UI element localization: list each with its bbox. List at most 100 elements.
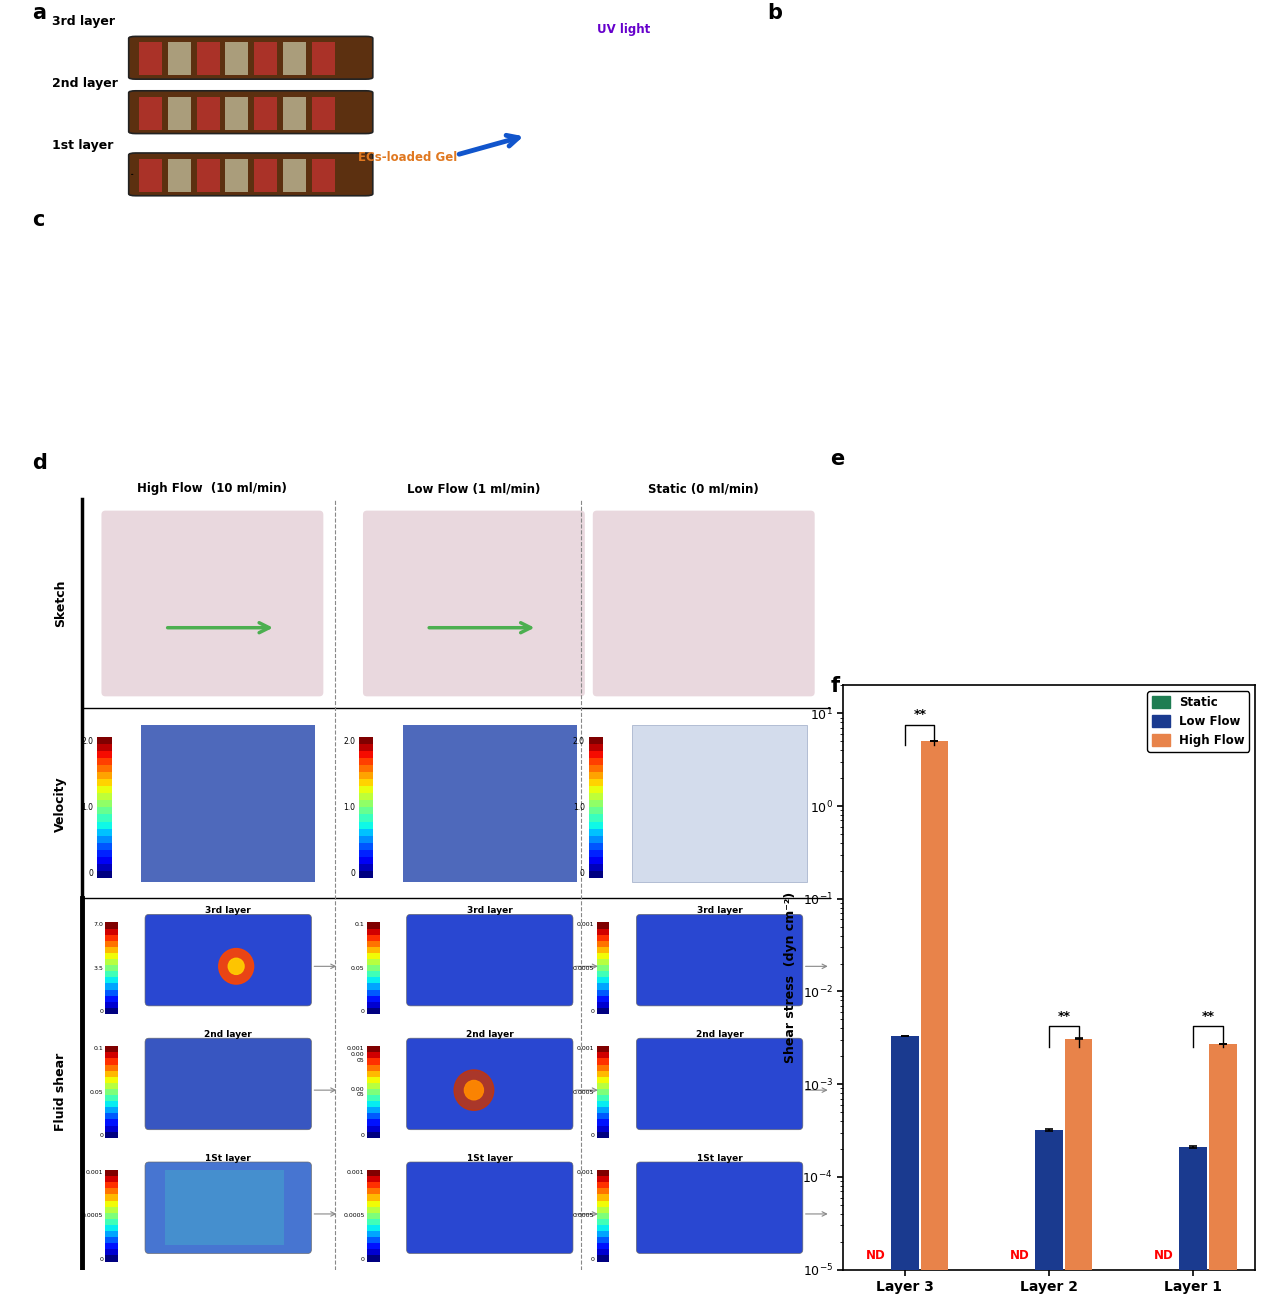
Bar (105, 1083, 118, 1088)
Bar (359, 737, 373, 743)
Bar (597, 972, 610, 977)
Text: 2.0: 2.0 (573, 737, 585, 746)
Text: 0: 0 (579, 869, 585, 878)
Bar (921, 742, 948, 1313)
Bar (105, 940, 118, 947)
Bar (366, 958, 379, 965)
Bar (359, 758, 373, 765)
Bar (366, 1225, 379, 1232)
Text: **: ** (913, 708, 927, 721)
Text: 0.001: 0.001 (577, 1170, 595, 1175)
Bar (597, 1095, 610, 1102)
Text: 3rd layer: 3rd layer (467, 906, 512, 915)
Bar (597, 1218, 610, 1225)
Bar (588, 751, 604, 758)
Text: 7.0: 7.0 (93, 923, 103, 927)
Bar (359, 835, 373, 843)
Bar (366, 940, 379, 947)
Bar (366, 1170, 379, 1176)
Bar (105, 928, 118, 935)
Bar (105, 1176, 118, 1182)
Bar (597, 990, 610, 995)
Bar (312, 159, 335, 192)
Bar (366, 1102, 379, 1107)
Bar (366, 1182, 379, 1188)
Bar (312, 42, 335, 75)
Bar (165, 1170, 284, 1246)
Bar (141, 725, 316, 882)
Bar (359, 814, 373, 822)
Bar (312, 97, 335, 130)
Bar (588, 772, 604, 779)
Bar (366, 1200, 379, 1207)
Bar (366, 965, 379, 972)
Bar (98, 814, 112, 822)
Bar (366, 1188, 379, 1195)
Text: 0.001: 0.001 (577, 923, 595, 927)
Bar (98, 765, 112, 772)
Bar (105, 1102, 118, 1107)
Bar (283, 97, 306, 130)
Bar (105, 1046, 118, 1052)
Bar (366, 1250, 379, 1255)
Bar (167, 159, 191, 192)
Bar (597, 995, 610, 1002)
Bar (359, 765, 373, 772)
Bar (254, 42, 278, 75)
Bar (98, 835, 112, 843)
FancyBboxPatch shape (592, 511, 815, 696)
FancyBboxPatch shape (145, 1162, 312, 1254)
Bar (597, 1088, 610, 1095)
Bar (597, 1225, 610, 1232)
Text: 0.0005: 0.0005 (344, 1213, 365, 1218)
Text: 0: 0 (350, 869, 355, 878)
Bar (597, 1132, 610, 1138)
Bar (366, 1070, 379, 1077)
Bar (226, 42, 249, 75)
Text: Fluid shear: Fluid shear (53, 1053, 67, 1130)
Bar (588, 743, 604, 751)
FancyBboxPatch shape (407, 914, 573, 1006)
FancyBboxPatch shape (145, 1039, 312, 1129)
Bar (139, 97, 162, 130)
Bar (597, 958, 610, 965)
Text: 0.001
0.00
05: 0.001 0.00 05 (347, 1046, 365, 1062)
Bar (366, 1113, 379, 1120)
Bar (403, 725, 577, 882)
Bar (366, 1255, 379, 1262)
Bar (105, 1232, 118, 1237)
Bar (105, 965, 118, 972)
Text: **: ** (1058, 1010, 1070, 1023)
Bar (105, 953, 118, 958)
Bar (105, 990, 118, 995)
Bar (98, 737, 112, 743)
Text: Low Flow (1 ml/min): Low Flow (1 ml/min) (407, 482, 540, 495)
Bar (597, 977, 610, 983)
Text: Sketch: Sketch (53, 580, 67, 628)
Bar (597, 1083, 610, 1088)
Bar (105, 1200, 118, 1207)
Bar (597, 1058, 610, 1065)
Bar (588, 843, 604, 850)
Bar (105, 1132, 118, 1138)
Text: 0: 0 (360, 1257, 365, 1262)
Bar (366, 1083, 379, 1088)
Bar (597, 1182, 610, 1188)
Bar (98, 772, 112, 779)
Bar (366, 923, 379, 928)
Bar (366, 1213, 379, 1218)
Text: 0.0005: 0.0005 (573, 1213, 595, 1218)
Bar (588, 850, 604, 857)
FancyBboxPatch shape (145, 914, 312, 1006)
Bar (597, 1008, 610, 1014)
Text: 0.0005: 0.0005 (573, 1090, 595, 1095)
Bar (366, 995, 379, 1002)
FancyBboxPatch shape (637, 1162, 803, 1254)
Bar (98, 779, 112, 786)
Bar (359, 751, 373, 758)
Text: High Flow  (10 ml/min): High Flow (10 ml/min) (137, 482, 288, 495)
Bar (366, 1195, 379, 1200)
Text: Static (0 ml/min): Static (0 ml/min) (648, 482, 760, 495)
Text: 0: 0 (89, 869, 94, 878)
FancyBboxPatch shape (407, 1162, 573, 1254)
